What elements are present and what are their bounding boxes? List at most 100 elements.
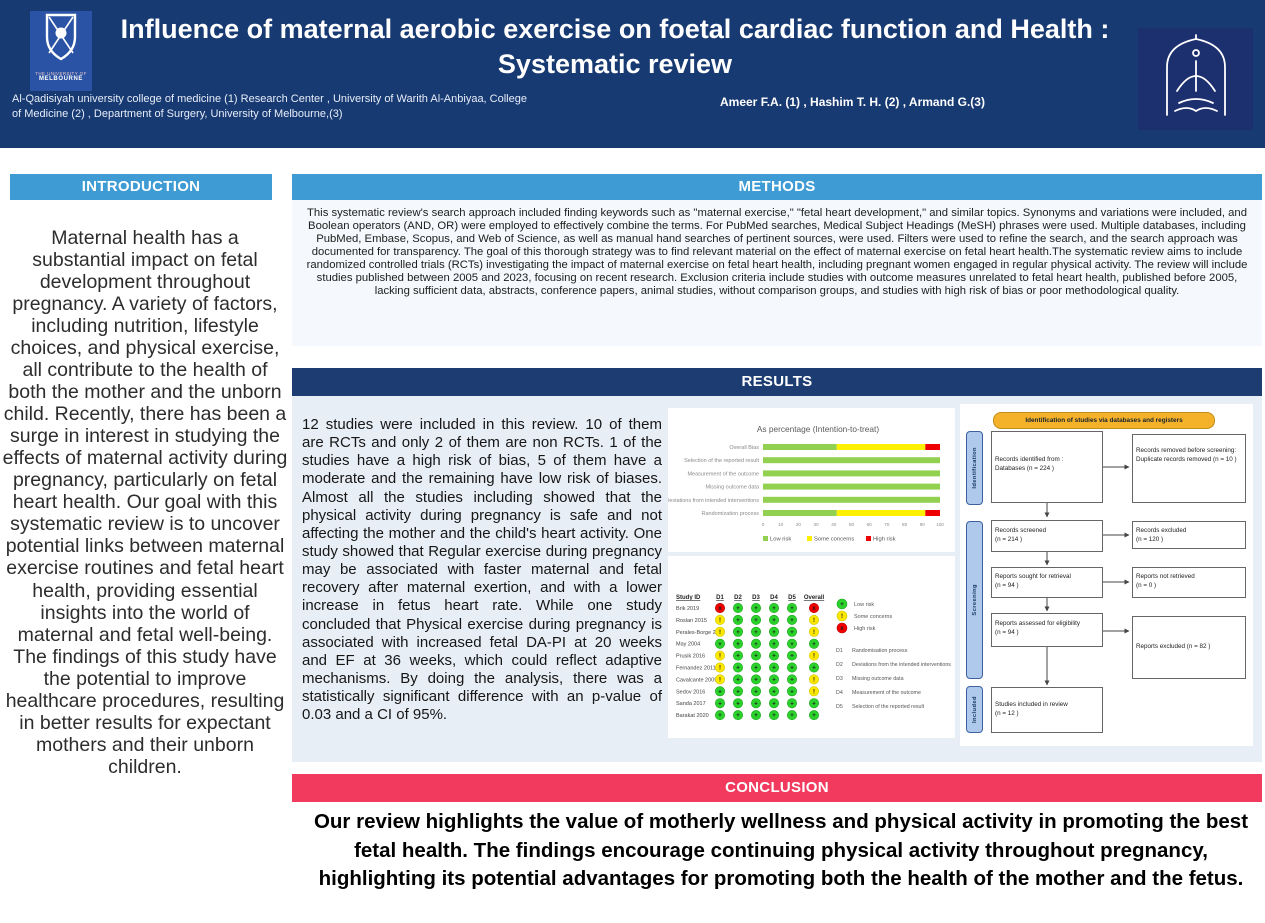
traffic-circle <box>787 662 798 673</box>
prisma-box-studies-included: Studies included in review (n = 12 ) <box>991 687 1103 733</box>
traffic-row: Cavalcante 2009! + + + +! <box>676 674 820 685</box>
svg-text:!: ! <box>813 630 815 636</box>
traffic-circle <box>809 710 820 721</box>
svg-text:+: + <box>790 654 794 660</box>
prisma-box-records-identified: Records identified from : Databases (n =… <box>991 431 1103 503</box>
svg-text:+: + <box>790 678 794 684</box>
traffic-circle <box>769 710 780 721</box>
traffic-circle <box>769 638 780 649</box>
traffic-circle <box>769 662 780 673</box>
svg-text:+: + <box>718 713 722 719</box>
svg-text:!: ! <box>719 678 721 684</box>
prisma-arrows <box>1044 464 1130 686</box>
svg-text:!: ! <box>719 654 721 660</box>
svg-text:Roslan 2015: Roslan 2015 <box>676 618 707 624</box>
svg-text:High risk: High risk <box>873 537 896 543</box>
traffic-row: Brik 2019 x + + + + x <box>676 602 820 613</box>
svg-text:+: + <box>790 701 794 707</box>
traffic-circle <box>714 710 725 721</box>
svg-text:!: ! <box>813 618 815 624</box>
prisma-box-reports-sought: Reports sought for retrieval (n = 94 ) <box>991 567 1103 598</box>
svg-text:+: + <box>772 678 776 684</box>
conclusion-body: Our review highlights the value of mothe… <box>313 810 1249 891</box>
svg-text:+: + <box>790 630 794 636</box>
svg-text:D2: D2 <box>734 595 742 601</box>
melbourne-caption-line1: THE UNIVERSITY OF <box>35 71 87 76</box>
rob-bar-row: Measurement of the outcome <box>687 470 940 477</box>
svg-text:+: + <box>772 630 776 636</box>
prisma-stage-identification: Identification <box>966 431 983 505</box>
methods-panel <box>292 200 1262 346</box>
svg-text:0: 0 <box>762 522 765 527</box>
traffic-row: Prusik 2016! + + + +! <box>676 650 820 661</box>
svg-text:D5: D5 <box>788 595 796 601</box>
traffic-circle <box>751 650 762 661</box>
traffic-legend-icon <box>836 598 848 610</box>
traffic-circle <box>769 626 780 637</box>
svg-text:+: + <box>718 701 722 707</box>
svg-text:!: ! <box>719 618 721 624</box>
svg-text:+: + <box>790 689 794 695</box>
traffic-legend-icon <box>836 622 848 634</box>
risk-of-bias-summary-chart: As percentage (Intention-to-treat) Overal… <box>665 408 955 552</box>
traffic-circle <box>787 626 798 637</box>
traffic-circle <box>769 602 780 613</box>
svg-text:+: + <box>736 642 740 648</box>
traffic-circle <box>751 698 762 709</box>
svg-text:Low risk: Low risk <box>770 537 791 543</box>
melbourne-crest-icon <box>39 11 83 70</box>
svg-text:+: + <box>790 618 794 624</box>
traffic-circle <box>787 614 798 625</box>
rob-traffic-svg: Study ID D1 D2 D3 D4 D5 Overall Brik 2019 x + + + + x… <box>676 595 951 721</box>
svg-text:!: ! <box>813 654 815 660</box>
svg-text:x: x <box>718 606 722 612</box>
traffic-row: Perales-Borge 2019! + + + +! <box>676 626 820 637</box>
svg-text:As percentage (Intention-to-tr: As percentage (Intention-to-treat) <box>757 424 879 434</box>
svg-text:Overall Bias: Overall Bias <box>729 445 759 451</box>
traffic-circle <box>809 614 820 625</box>
svg-text:Selection of the reported resu: Selection of the reported result <box>684 458 759 464</box>
prisma-box-reports-excluded: Reports excluded (n = 82 ) <box>1132 616 1246 679</box>
rob-bar-row: Deviations from intended interventions <box>665 496 940 504</box>
traffic-circle <box>733 710 744 721</box>
traffic-row: Sedov 2016 + + + + +! <box>676 686 820 697</box>
traffic-circle <box>787 698 798 709</box>
traffic-circle <box>733 674 744 685</box>
svg-text:+: + <box>772 713 776 719</box>
svg-text:+: + <box>754 606 758 612</box>
traffic-circle <box>733 626 744 637</box>
legend-swatch-icon <box>807 536 812 541</box>
svg-text:Overall: Overall <box>804 595 825 601</box>
svg-text:+: + <box>736 606 740 612</box>
traffic-circle <box>769 698 780 709</box>
svg-text:50: 50 <box>849 522 855 527</box>
traffic-circle <box>751 614 762 625</box>
svg-text:+: + <box>790 713 794 719</box>
traffic-circle <box>733 614 744 625</box>
rob-summary-svg: As percentage (Intention-to-treat) Overal… <box>665 424 944 543</box>
svg-text:Some concerns: Some concerns <box>814 537 854 543</box>
svg-text:Prusik 2016: Prusik 2016 <box>676 654 705 660</box>
svg-text:x: x <box>812 606 816 612</box>
traffic-circle <box>787 710 798 721</box>
traffic-circle <box>787 638 798 649</box>
svg-text:Brik 2019: Brik 2019 <box>676 606 699 612</box>
results-body: 12 studies were included in this review.… <box>302 416 662 724</box>
traffic-circle <box>714 638 725 649</box>
traffic-circle <box>809 626 820 637</box>
svg-text:+: + <box>772 618 776 624</box>
traffic-circle <box>769 674 780 685</box>
traffic-circle <box>714 602 725 613</box>
traffic-circle <box>809 602 820 613</box>
svg-text:D1: D1 <box>716 595 724 601</box>
prisma-box-records-removed: Records removed before screening: Duplic… <box>1132 434 1246 503</box>
svg-text:Cavalcante 2009: Cavalcante 2009 <box>676 677 717 683</box>
prisma-box-reports-not-retrieved: Reports not retrieved (n = 0 ) <box>1132 567 1246 598</box>
svg-text:+: + <box>812 642 816 648</box>
svg-text:D4: D4 <box>770 595 778 601</box>
svg-text:D3: D3 <box>836 676 843 682</box>
svg-text:Selection of the reported resu: Selection of the reported result <box>852 704 925 710</box>
traffic-circle <box>714 686 725 697</box>
poster-title: Influence of maternal aerobic exercise o… <box>120 14 1110 79</box>
traffic-circle <box>751 710 762 721</box>
